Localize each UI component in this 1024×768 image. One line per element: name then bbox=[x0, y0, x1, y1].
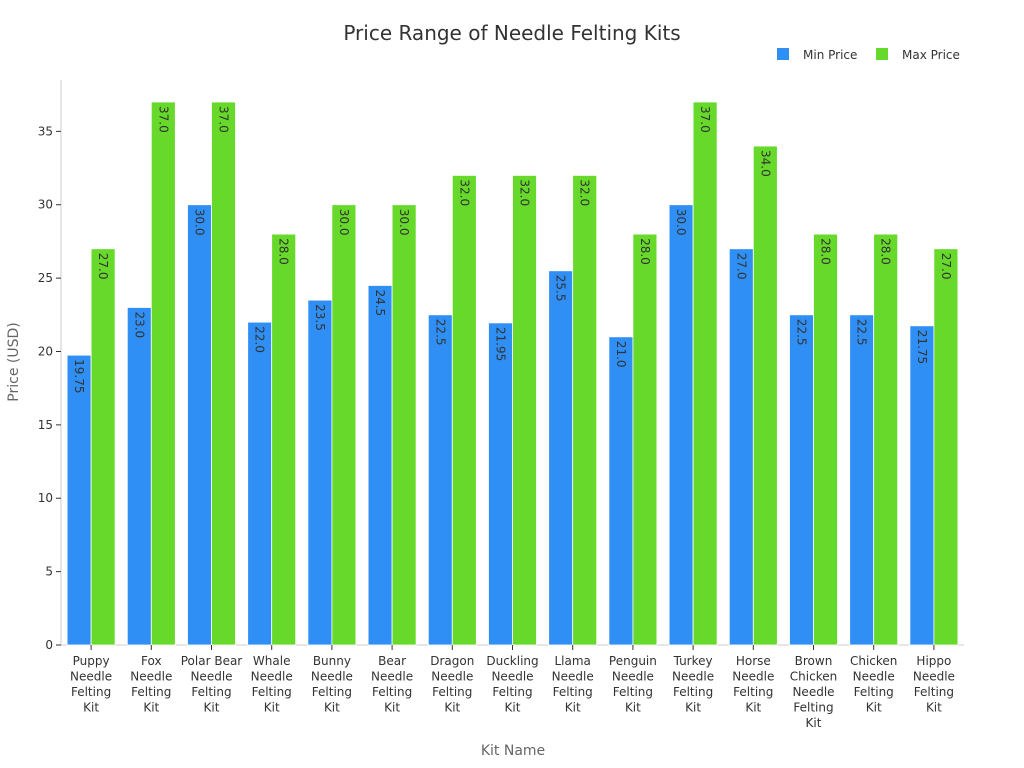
data-label: 23.5 bbox=[313, 304, 327, 331]
x-tick-label: Hippo Needle Felting Kit bbox=[913, 654, 955, 715]
data-label: 25.5 bbox=[554, 275, 568, 302]
x-tick-label: Dragon Needle Felting Kit bbox=[430, 654, 474, 715]
bar-min-price bbox=[307, 299, 333, 646]
bar-max-price bbox=[391, 204, 417, 646]
data-label: 34.0 bbox=[758, 150, 772, 177]
y-tick-label: 35 bbox=[38, 124, 53, 138]
y-tick-label: 25 bbox=[38, 271, 53, 285]
data-label: 28.0 bbox=[819, 238, 833, 265]
data-label: 27.0 bbox=[939, 253, 953, 280]
bar-min-price bbox=[909, 325, 935, 646]
bar-max-price bbox=[211, 101, 236, 646]
bar-max-price bbox=[873, 233, 899, 646]
x-tick-label: Duckling Needle Felting Kit bbox=[486, 654, 538, 715]
bar-min-price bbox=[789, 314, 814, 646]
bar-max-price bbox=[512, 174, 537, 646]
data-label: 28.0 bbox=[879, 238, 893, 265]
bar-min-price bbox=[427, 314, 453, 646]
x-tick-label: Whale Needle Felting Kit bbox=[251, 654, 293, 715]
x-tick-label: Brown Chicken Needle Felting Kit bbox=[790, 654, 837, 730]
x-tick-label: Chicken Needle Felting Kit bbox=[850, 654, 897, 715]
x-tick-label: Bunny Needle Felting Kit bbox=[311, 654, 353, 715]
x-tick-label: Bear Needle Felting Kit bbox=[371, 654, 413, 715]
data-label: 32.0 bbox=[578, 179, 592, 206]
x-tick-label: Penguin Needle Felting Kit bbox=[609, 654, 657, 715]
data-label: 30.0 bbox=[193, 209, 207, 236]
bar-max-price bbox=[90, 248, 116, 646]
data-label: 24.5 bbox=[373, 289, 387, 316]
plot-area: 19.75 23.0 30.0 22.0 23.5 24.5 22.5 21.95 25.5 21… bbox=[66, 101, 959, 646]
x-tick-label: Puppy Needle Felting Kit bbox=[70, 654, 112, 715]
data-label: 21.95 bbox=[494, 327, 508, 361]
bar-min-price bbox=[367, 285, 393, 646]
y-tick-label: 10 bbox=[38, 491, 53, 505]
data-label: 19.75 bbox=[72, 359, 86, 393]
x-axis-title: Kit Name bbox=[481, 743, 545, 759]
data-label: 23.0 bbox=[132, 311, 146, 338]
chart-title: Price Range of Needle Felting Kits bbox=[343, 21, 680, 45]
y-tick-label: 20 bbox=[38, 344, 53, 358]
y-tick-label: 15 bbox=[38, 418, 53, 432]
x-tick-label: Fox Needle Felting Kit bbox=[130, 654, 172, 715]
bar-min-price bbox=[668, 204, 694, 646]
y-tick-label: 5 bbox=[45, 565, 53, 579]
data-label: 30.0 bbox=[674, 209, 688, 236]
bar-max-price bbox=[752, 145, 778, 646]
bar-min-price bbox=[608, 336, 634, 646]
bar-min-price bbox=[126, 307, 152, 646]
bar-max-price bbox=[331, 204, 357, 646]
data-label: 37.0 bbox=[698, 106, 712, 133]
data-label: 28.0 bbox=[638, 238, 652, 265]
data-label: 27.0 bbox=[734, 253, 748, 280]
legend-label: Min Price bbox=[803, 48, 857, 62]
x-tick-label: Polar Bear Needle Felting Kit bbox=[181, 654, 243, 715]
bar-min-price bbox=[849, 314, 875, 646]
legend-label: Max Price bbox=[902, 48, 960, 62]
y-tick-label: 0 bbox=[45, 638, 53, 652]
data-label: 32.0 bbox=[457, 179, 471, 206]
data-label: 27.0 bbox=[96, 253, 110, 280]
bar-max-price bbox=[271, 233, 297, 646]
bar-min-price bbox=[548, 270, 574, 646]
data-label: 30.0 bbox=[397, 209, 411, 236]
bar-max-price bbox=[692, 101, 718, 646]
x-tick-label: Llama Needle Felting Kit bbox=[552, 654, 594, 715]
bar-min-price bbox=[187, 204, 212, 646]
data-label: 21.75 bbox=[915, 330, 929, 364]
x-axis: Puppy Needle Felting Kit Fox Needle Felting Kit… bbox=[70, 645, 955, 730]
data-label: 22.0 bbox=[253, 326, 267, 353]
bar-min-price bbox=[488, 322, 513, 646]
x-tick-label: Turkey Needle Felting Kit bbox=[672, 654, 714, 715]
legend-swatch bbox=[876, 48, 888, 60]
data-label: 22.5 bbox=[795, 319, 809, 346]
data-label: 32.0 bbox=[518, 179, 532, 206]
data-label: 21.0 bbox=[614, 341, 628, 368]
data-label: 22.5 bbox=[433, 319, 447, 346]
legend-swatch bbox=[777, 48, 789, 60]
bar-min-price bbox=[247, 321, 273, 646]
data-label: 37.0 bbox=[217, 106, 231, 133]
bar-max-price bbox=[933, 248, 959, 646]
bar-min-price bbox=[66, 354, 92, 646]
legend: Min Price Max Price bbox=[777, 48, 960, 62]
bar-min-price bbox=[728, 248, 754, 646]
y-axis-title: Price (USD) bbox=[6, 322, 22, 401]
bar-max-price bbox=[813, 233, 838, 646]
data-label: 30.0 bbox=[337, 209, 351, 236]
data-label: 28.0 bbox=[277, 238, 291, 265]
data-label: 37.0 bbox=[156, 106, 170, 133]
y-tick-label: 30 bbox=[38, 198, 53, 212]
x-tick-label: Horse Needle Felting Kit bbox=[732, 654, 774, 715]
bar-max-price bbox=[632, 233, 658, 646]
bar-max-price bbox=[451, 174, 477, 646]
bar-max-price bbox=[150, 101, 176, 646]
data-label: 22.5 bbox=[855, 319, 869, 346]
bar-max-price bbox=[572, 174, 598, 646]
